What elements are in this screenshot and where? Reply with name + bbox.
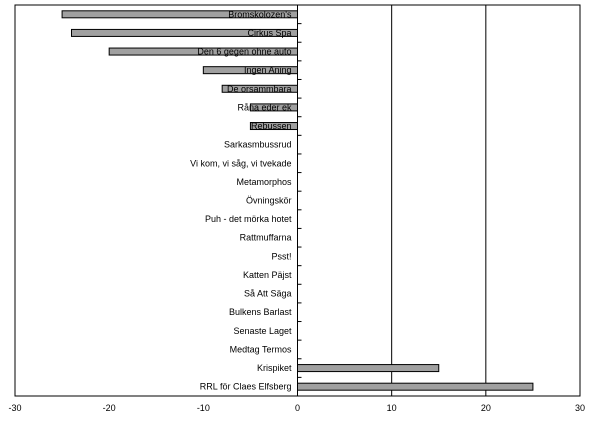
category-label-11: Puh - det mörka hotet: [205, 214, 292, 224]
x-tick-label-0: -30: [8, 403, 21, 413]
category-label-4: De orsammbara: [227, 84, 292, 94]
category-label-3: Ingen Aning: [244, 65, 292, 75]
category-label-8: Vi kom, vi såg, vi tvekade: [190, 158, 291, 168]
category-label-17: Senaste Laget: [233, 326, 292, 336]
bar-20: [297, 382, 534, 391]
category-label-6: Rebussen: [251, 121, 292, 131]
x-tick-labels: -30 -20 -10 0 10 20 30: [8, 403, 585, 413]
category-label-7: Sarkasmbussrud: [224, 140, 292, 150]
x-tick-label-4: 10: [387, 403, 397, 413]
category-label-2: Den 6 gegen ohne auto: [197, 47, 291, 57]
category-label-16: Bulkens Barlast: [229, 307, 292, 317]
category-label-15: Så Att Säga: [244, 289, 292, 299]
x-tick-label-6: 30: [575, 403, 585, 413]
category-label-18: Medtag Termos: [230, 344, 292, 354]
category-label-9: Metamorphos: [236, 177, 292, 187]
category-label-19: Krispiket: [257, 363, 292, 373]
category-label-0: Bromskolozen's: [228, 9, 292, 19]
x-tick-label-2: -10: [197, 403, 210, 413]
category-label-12: Rattmuffarna: [240, 233, 292, 243]
x-tick-label-3: 0: [295, 403, 300, 413]
x-tick-label-1: -20: [103, 403, 116, 413]
category-label-5: Råna eder ek: [237, 102, 292, 112]
x-tick-label-5: 20: [481, 403, 491, 413]
category-label-14: Katten Päjst: [243, 270, 292, 280]
gridlines: [391, 5, 487, 396]
category-label-13: Psst!: [271, 251, 291, 261]
category-labels: Bromskolozen's Cirkus Spa Den 6 gegen ohne…: [190, 9, 292, 391]
category-label-20: RRL för Claes Elfsberg: [200, 382, 292, 392]
category-label-1: Cirkus Spa: [247, 28, 291, 38]
bar-19: [297, 364, 440, 373]
y-axis: [297, 4, 302, 397]
category-label-10: Övningskör: [246, 196, 292, 206]
